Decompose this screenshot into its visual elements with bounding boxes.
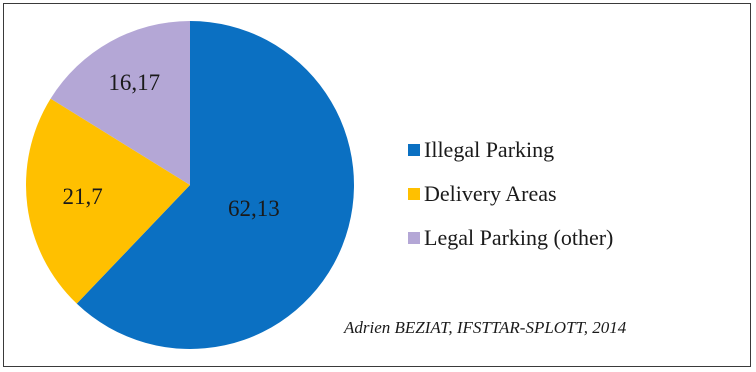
legend-swatch [408, 144, 420, 156]
legend-item-legal-parking-other: Legal Parking (other) [408, 216, 613, 260]
pie-data-labels: 62,13 21,7 16,17 [62, 70, 279, 221]
legend-swatch [408, 232, 420, 244]
pie-slices [26, 21, 354, 349]
legend-swatch [408, 188, 420, 200]
legend-label: Delivery Areas [424, 181, 557, 206]
legend-label: Legal Parking (other) [424, 225, 614, 250]
legend-item-illegal-parking: Illegal Parking [408, 128, 613, 172]
credit-text: Adrien BEZIAT, IFSTTAR-SPLOTT, 2014 [344, 318, 627, 337]
legend: Illegal Parking Delivery Areas Legal Parki… [408, 128, 613, 260]
data-label-illegal-parking: 62,13 [228, 196, 280, 221]
pie-slice-legal-parking-other [50, 21, 190, 185]
data-label-legal-parking-other: 16,17 [108, 70, 160, 95]
legend-item-delivery-areas: Delivery Areas [408, 172, 613, 216]
data-label-delivery-areas: 21,7 [62, 184, 102, 209]
pie-slice-delivery-areas [26, 98, 190, 304]
legend-label: Illegal Parking [424, 137, 555, 162]
pie-slice-illegal-parking [76, 21, 354, 349]
